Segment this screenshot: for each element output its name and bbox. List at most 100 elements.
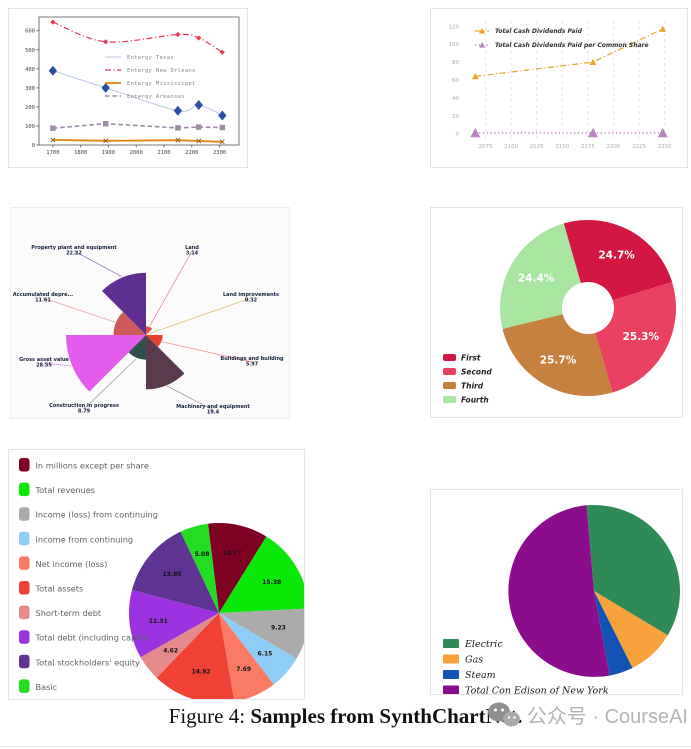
leader-line [43,362,72,367]
entergy-line-chart: 1700 1800 1900 2000 2100 2200 2300 0 100 200 300 40… [25,16,240,156]
x-tick-label: 2250 [658,144,672,150]
square-marker [219,124,225,131]
x-tick-label: 1800 [74,150,87,156]
legend-label: Total Cash Dividends Paid per Common Sha… [495,42,649,49]
pie-value-label: 15.38 [262,579,281,586]
legend-swatch [443,639,459,648]
legend-swatch [19,458,30,472]
legend-swatch [19,482,30,497]
legend-swatch [19,531,30,546]
chart-panel-entergy-lines: 1700 1800 1900 2000 2100 2200 2300 0 100 200 300 40… [8,8,248,168]
legend-label: Total revenues [35,485,96,495]
pie-slice [219,613,274,699]
y-tick-label: 100 [449,42,460,48]
x-tick-label: 2075 [479,144,493,150]
cross-marker [103,138,109,144]
pie-value-label: 10.77 [223,550,242,557]
chart-panel-quarter-donut: 24.7% 25.3% 25.7% 24.4% First Second Third Four… [430,207,683,418]
triangle-marker [479,42,485,48]
x-tick-label: 2175 [581,144,595,150]
rose-label: Land 3.14 [185,245,199,257]
pie-value-label: 9.23 [271,625,286,632]
y-tick-label: 120 [449,24,460,30]
legend-swatch [443,382,456,389]
pie-value-label: 5.08 [195,551,210,558]
legend-label: Income (loss) from continuing [36,510,158,520]
legend-label: Entergy Texas [127,55,174,61]
y-tick-label: 40 [452,96,459,102]
rose-value: 0.32 [245,298,258,304]
donut-value-label: 25.7% [540,354,577,366]
rose-label: Construction in progress 8.79 [49,403,119,415]
triangle-marker [588,127,598,138]
rose-wedge [65,335,146,392]
cross-marker [50,137,56,143]
pie-slice [128,589,219,658]
x-tick-label: 2000 [130,150,143,156]
cross-marker [196,138,202,144]
legend-swatch [19,654,30,669]
legend-swatch [443,396,456,403]
leader-line [148,297,252,335]
triangle-marker [657,127,668,138]
pie-slice [140,613,219,678]
diamond-marker [48,65,58,76]
leader-line [83,358,137,410]
legend-label: Steam [465,670,496,681]
pie-value-label: 7.69 [236,666,251,673]
square-marker [103,121,109,127]
y-tick-label: 500 [25,48,35,54]
rose-value: 22.22 [66,251,82,257]
pie-slice [594,591,633,676]
legend-swatch [19,507,30,521]
pie-slice [219,613,297,685]
donut-slice [595,282,677,393]
pie-value-label: 4.62 [163,648,178,655]
diamond-marker [218,110,227,121]
diamond-marker [50,19,56,25]
rose-value: 11.61 [35,298,51,304]
pie-slice [219,536,304,613]
y-tick-label: 100 [25,124,35,130]
y-tick-label: 600 [25,29,35,35]
donut-slice [563,219,673,301]
triangle-marker [470,127,481,138]
leader-line [162,341,253,363]
square-marker [196,124,202,130]
y-tick-label: 0 [32,143,35,149]
x-tick-label: 2100 [157,150,170,156]
legend-swatch [443,654,459,664]
y-tick-label: 200 [25,105,35,111]
triangle-marker [479,28,485,34]
chart-panel-financial-pie: 10.77 15.38 9.23 6.15 7.69 14.92 4.62 12.31 13.8… [8,449,305,700]
legend-swatch [443,354,456,361]
square-marker [175,125,181,131]
rose-wedge [113,312,146,335]
legend-label: Entergy Mississippi [127,81,196,87]
utility-pie-chart: Electric Gas Steam Total Con Edison of New … [443,504,681,695]
pie-value-label: 14.92 [192,669,211,676]
rose-label: Buildings and building 5.97 [220,356,284,368]
rose-value: 5.97 [246,362,259,368]
page-bottom-rule [0,746,691,747]
leader-line [73,250,122,277]
legend-label: Entergy Arkansas [127,94,185,100]
legend-swatch [19,630,30,644]
x-tick-label: 2225 [632,144,646,150]
chart-panel-dividends-lines: 2075 2100 2125 2150 2175 2200 2225 2250 0 20 40 60 8… [430,8,688,168]
pie-slice [586,504,681,636]
series-line [52,139,223,143]
x-tick-label: 2100 [504,144,518,150]
y-tick-label: 400 [25,67,35,73]
legend-label: Electric [464,639,503,650]
legend-label: Total debt (including capital [35,633,150,643]
y-tick-label: 0 [456,132,460,138]
legend-label: Total Con Edison of New York [465,686,609,695]
rose-wedge [146,326,153,335]
y-tick-label: 20 [452,114,459,120]
pie-slice [132,531,219,613]
pie-value-label: 13.85 [163,571,182,578]
legend-label: Total assets [35,584,84,594]
pie-slice [208,523,267,613]
x-tick-label: 1700 [46,150,59,156]
